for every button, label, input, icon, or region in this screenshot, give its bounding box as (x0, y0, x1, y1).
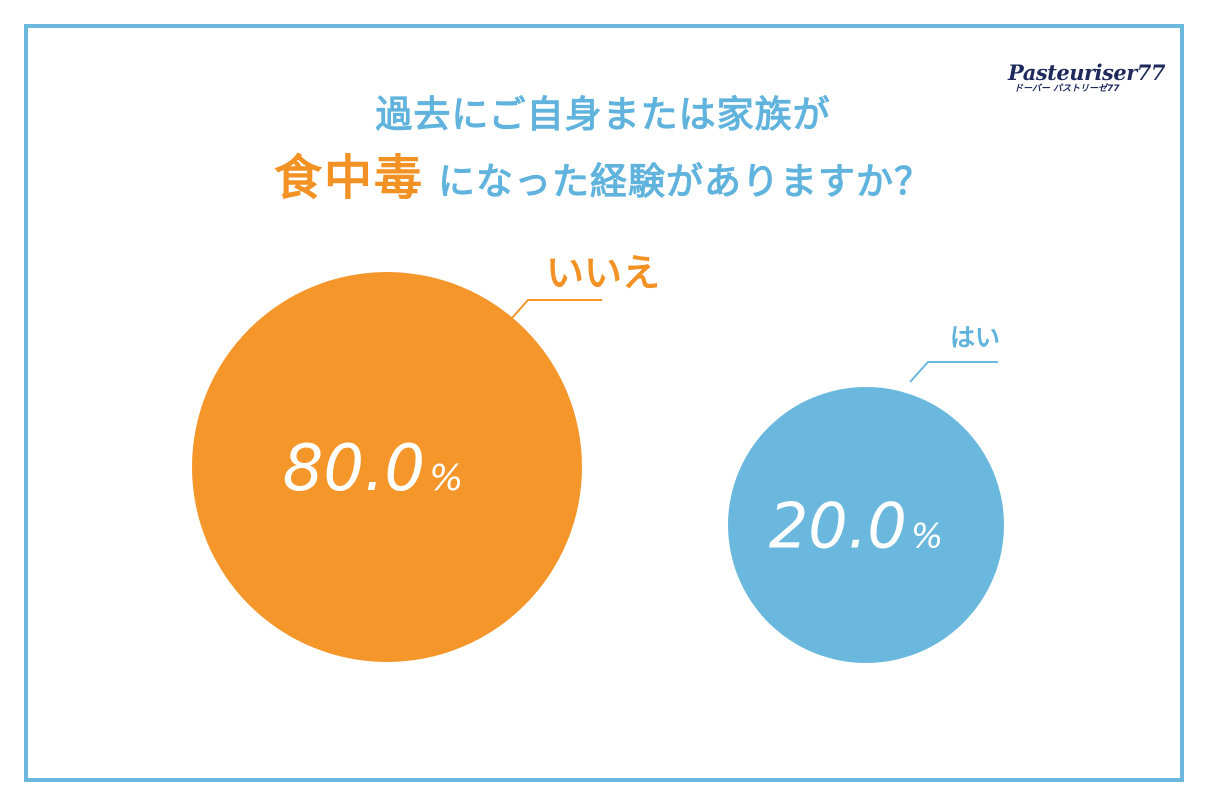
brand-logo: Pasteuriser77 ドーバー パストリーゼ77 (1008, 60, 1166, 95)
value-label-yes: 20.0% (769, 489, 943, 562)
bubble-yes (728, 387, 1004, 663)
value-label-no: 80.0% (283, 432, 464, 506)
title-rest: になった経験がありますか？ (438, 160, 932, 203)
chart-title-line2: 食中毒 になった経験がありますか？ (0, 138, 1206, 208)
category-label-yes: はい (950, 323, 1000, 352)
logo-wordmark: Pasteuriser77 (1008, 60, 1166, 85)
logo-subtitle: ドーバー パストリーゼ77 (1014, 84, 1120, 94)
category-label-no: いいえ (546, 251, 660, 295)
title-emphasis: 食中毒 (273, 150, 424, 206)
leader-line-yes (909, 361, 998, 383)
chart-frame (24, 24, 1184, 782)
leader-line-no (511, 299, 602, 319)
bubble-no (192, 272, 582, 662)
chart-title-line1: 過去にご自身または家族が (375, 93, 831, 136)
